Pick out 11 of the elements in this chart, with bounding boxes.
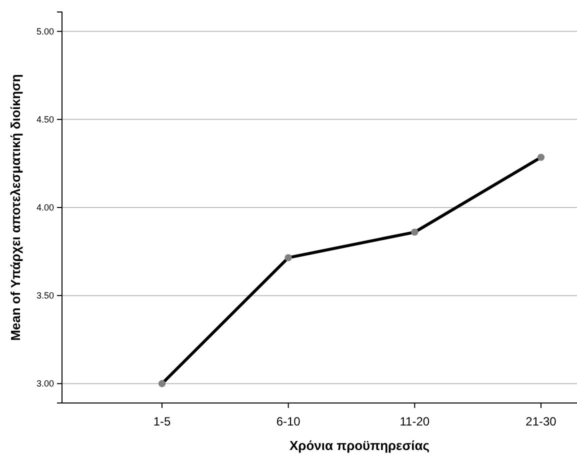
y-tick-label: 5.00 bbox=[36, 26, 54, 36]
y-tick-label: 4.00 bbox=[36, 202, 54, 212]
x-axis-title: Χρόνια προϋπηρεσίας bbox=[290, 438, 430, 453]
x-tick-label: 21-30 bbox=[526, 414, 557, 428]
y-axis-title: Mean of Υπάρχει αποτελεσματική διοίκηση bbox=[8, 74, 23, 341]
y-tick-label: 3.50 bbox=[36, 290, 54, 300]
x-tick-label: 6-10 bbox=[276, 414, 301, 428]
y-tick-label: 4.50 bbox=[36, 114, 54, 124]
x-tick-label: 1-5 bbox=[153, 414, 171, 428]
y-tick-label: 3.00 bbox=[36, 378, 54, 389]
x-tick-label: 11-20 bbox=[400, 414, 430, 428]
